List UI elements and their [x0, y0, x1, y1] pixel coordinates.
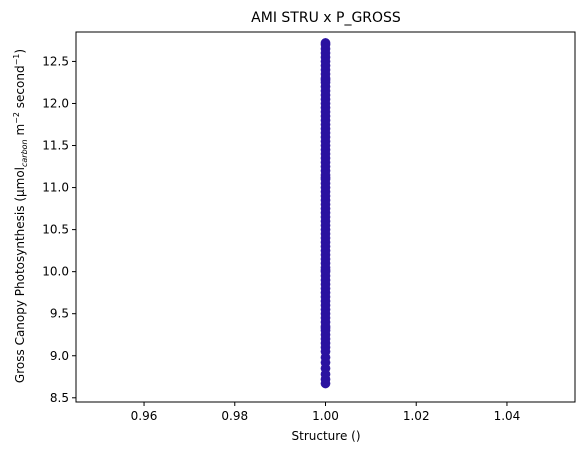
x-tick-label: 1.04: [494, 409, 521, 423]
y-tick-label: 11.0: [42, 181, 69, 195]
y-tick-label: 11.5: [42, 139, 69, 153]
x-axis-label: Structure (): [292, 429, 361, 443]
x-tick-label: 1.00: [312, 409, 339, 423]
y-tick-label: 10.5: [42, 223, 69, 237]
x-tick-label: 1.02: [403, 409, 430, 423]
data-point: [320, 323, 331, 333]
data-point: [320, 265, 331, 275]
y-axis-label-superscript-a: −2: [12, 112, 21, 124]
data-points: [320, 38, 331, 389]
y-tick-label: 12.5: [42, 54, 69, 68]
y-tick-label: 12.0: [42, 96, 69, 110]
x-axis-ticks: 0.96 0.98 1.00 1.02 1.04: [131, 402, 521, 423]
y-axis-label-main: Gross Canopy Photosynthesis (µmol: [13, 167, 27, 383]
y-axis-label-unit-b: second: [13, 65, 27, 112]
x-tick-label: 0.96: [131, 409, 158, 423]
data-point: [320, 172, 331, 183]
y-axis-ticks: 8.5 9.0 9.5 10.0 10.5 11.0 11.5 12.0 12.5: [42, 54, 76, 405]
y-tick-label: 9.5: [50, 307, 69, 321]
y-axis-label-superscript-b: −1: [12, 54, 21, 66]
data-point: [320, 75, 331, 85]
chart-title: AMI STRU x P_GROSS: [251, 10, 401, 26]
y-axis-label: Gross Canopy Photosynthesis (µmolcarbon …: [12, 49, 29, 383]
y-axis-label-end: ): [13, 49, 27, 54]
y-axis-label-unit-a: m: [13, 124, 27, 140]
x-tick-label: 0.98: [221, 409, 248, 423]
data-point: [320, 38, 331, 48]
y-tick-label: 10.0: [42, 265, 69, 279]
y-tick-label: 9.0: [50, 349, 69, 363]
y-tick-label: 8.5: [50, 391, 69, 405]
y-axis-label-subscript: carbon: [20, 139, 29, 167]
